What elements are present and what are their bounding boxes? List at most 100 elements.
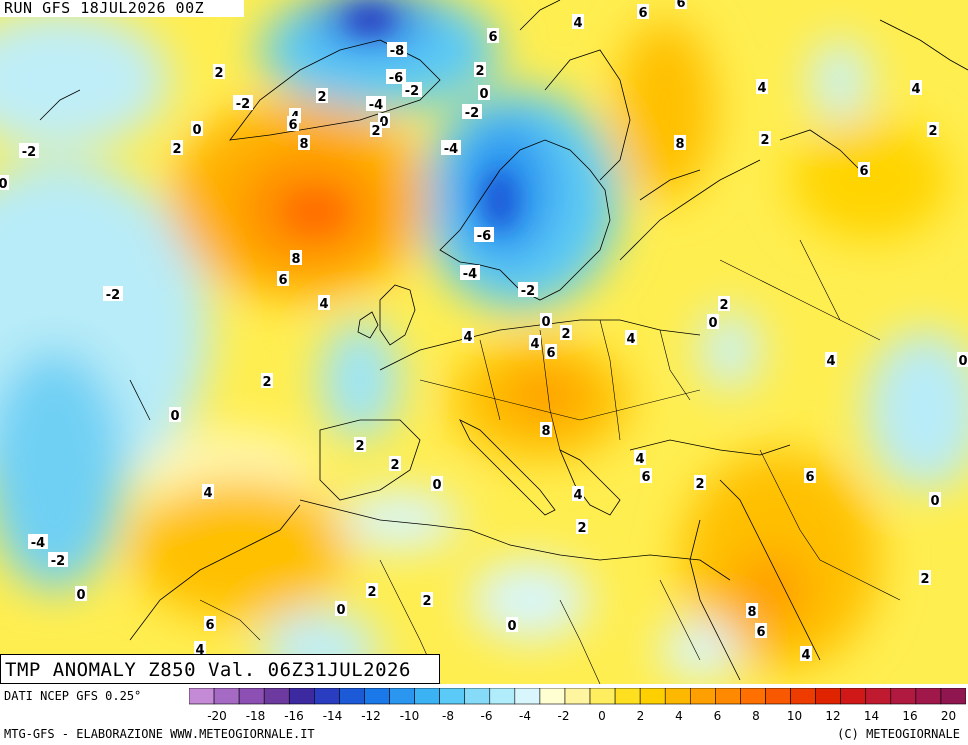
isotherm-label: 6 [287, 116, 299, 133]
isotherm-label: -2 [48, 552, 68, 569]
color-swatch [589, 688, 616, 705]
color-scale-tick-label: 20 [941, 709, 956, 723]
color-scale-tick-label: -20 [207, 709, 227, 723]
isotherm-label-text: 4 [757, 81, 766, 96]
isotherm-label-text: -4 [369, 98, 383, 113]
color-swatch [865, 688, 892, 705]
isotherm-label: 2 [576, 519, 588, 536]
isotherm-label: 2 [316, 88, 328, 105]
color-scale-tick-label: 8 [752, 709, 760, 723]
isotherm-label-text: -4 [31, 536, 45, 551]
isotherm-label-text: 4 [530, 337, 539, 352]
isotherm-label-text: -2 [106, 288, 120, 303]
isotherm-label: 4 [625, 330, 637, 347]
coastlines [39, 0, 968, 681]
color-swatch [689, 688, 716, 705]
isotherm-label: 4 [756, 79, 768, 96]
isotherm-label-text: 4 [826, 354, 835, 369]
isotherm-label-text: 6 [756, 625, 765, 640]
isotherm-label-text: 2 [928, 124, 937, 139]
isotherm-label: -2 [103, 286, 123, 303]
isotherm-label: 2 [919, 570, 931, 587]
color-swatch [414, 688, 440, 705]
isotherm-label: -2 [233, 95, 253, 112]
isotherm-label: 8 [298, 135, 310, 152]
isotherm-label: 6 [755, 623, 767, 640]
isotherm-label-text: 0 [432, 478, 441, 493]
anomaly-field [0, 0, 968, 684]
isotherm-label: -4 [366, 96, 386, 113]
isotherm-label-text: -2 [405, 84, 419, 99]
isotherm-label-text: 4 [801, 648, 810, 663]
credits-right: (C) METEOGIORNALE [837, 727, 960, 741]
color-swatch [890, 688, 917, 705]
color-swatch [238, 688, 265, 705]
isotherm-label-text: 4 [573, 488, 582, 503]
isotherm-label: 0 [169, 407, 181, 424]
data-source-label: DATI NCEP GFS 0.25° [4, 689, 142, 703]
isotherm-label: -6 [386, 69, 406, 86]
isotherm-label: 8 [746, 603, 758, 620]
isotherm-label: 0 [929, 492, 941, 509]
color-swatch [539, 688, 566, 705]
color-swatch [564, 688, 591, 705]
isotherm-label-text: 2 [577, 521, 586, 536]
color-swatch [263, 688, 290, 705]
color-swatch [815, 688, 841, 705]
isotherm-label: 2 [370, 122, 382, 139]
isotherm-label-text: -2 [465, 106, 479, 121]
isotherm-label: 2 [366, 583, 378, 600]
isotherm-label: 4 [529, 335, 541, 352]
color-scale-tick-label: 16 [902, 709, 917, 723]
isotherm-label: 6 [637, 4, 649, 21]
isotherm-label-text: -2 [236, 97, 250, 112]
isotherm-label-text: 2 [920, 572, 929, 587]
isotherm-label-text: -4 [463, 267, 477, 282]
isotherm-label: 2 [718, 296, 730, 313]
isotherm-label: 0 [75, 586, 87, 603]
isotherm-label: 4 [194, 641, 206, 658]
isotherm-label-text: 6 [638, 6, 647, 21]
isotherm-label-text: -8 [390, 44, 404, 59]
isotherm-label-text: 6 [278, 273, 287, 288]
isotherm-label: 6 [487, 28, 499, 45]
isotherm-label: 2 [474, 62, 486, 79]
isotherm-label: 6 [545, 344, 557, 361]
credits-left: MTG-GFS - ELABORAZIONE WWW.METEOGIORNALE… [4, 727, 315, 741]
isotherm-label: 6 [277, 271, 289, 288]
isotherm-label-text: 4 [463, 330, 472, 345]
color-scale-tick-label: 0 [598, 709, 606, 723]
color-swatch [765, 688, 791, 705]
color-swatch [915, 688, 942, 705]
isotherm-label-text: 2 [695, 477, 704, 492]
color-swatch [364, 688, 390, 705]
isotherm-label-text: 0 [479, 87, 488, 102]
isotherm-label: 0 [191, 121, 203, 138]
isotherm-label: 4 [462, 328, 474, 345]
color-swatch [213, 688, 240, 705]
isotherm-label: 6 [204, 616, 216, 633]
isotherm-label-text: 2 [475, 64, 484, 79]
isotherm-label-text: 4 [911, 82, 920, 97]
isotherm-label: 6 [804, 468, 816, 485]
isotherm-label: 2 [694, 475, 706, 492]
isotherm-label: -8 [387, 42, 407, 59]
color-scale-tick-label: 14 [864, 709, 879, 723]
isotherm-label-text: -2 [22, 145, 36, 160]
color-swatch [489, 688, 516, 705]
color-swatch [664, 688, 691, 705]
isotherm-label: 0 [0, 175, 9, 192]
isotherm-label: 6 [675, 0, 687, 11]
isotherm-label: 8 [540, 422, 552, 439]
isotherm-label: 4 [318, 295, 330, 312]
isotherm-label: -2 [402, 82, 422, 99]
isotherm-label-text: 2 [214, 66, 223, 81]
isotherm-label: 2 [927, 122, 939, 139]
isotherm-label: 2 [389, 456, 401, 473]
isotherm-label-text: 6 [288, 118, 297, 133]
isotherm-label: -2 [462, 104, 482, 121]
isotherm-label: 0 [335, 601, 347, 618]
color-scale-tick-label: -6 [481, 709, 493, 723]
isotherm-label-text: 2 [172, 142, 181, 157]
isotherm-label: 6 [640, 468, 652, 485]
